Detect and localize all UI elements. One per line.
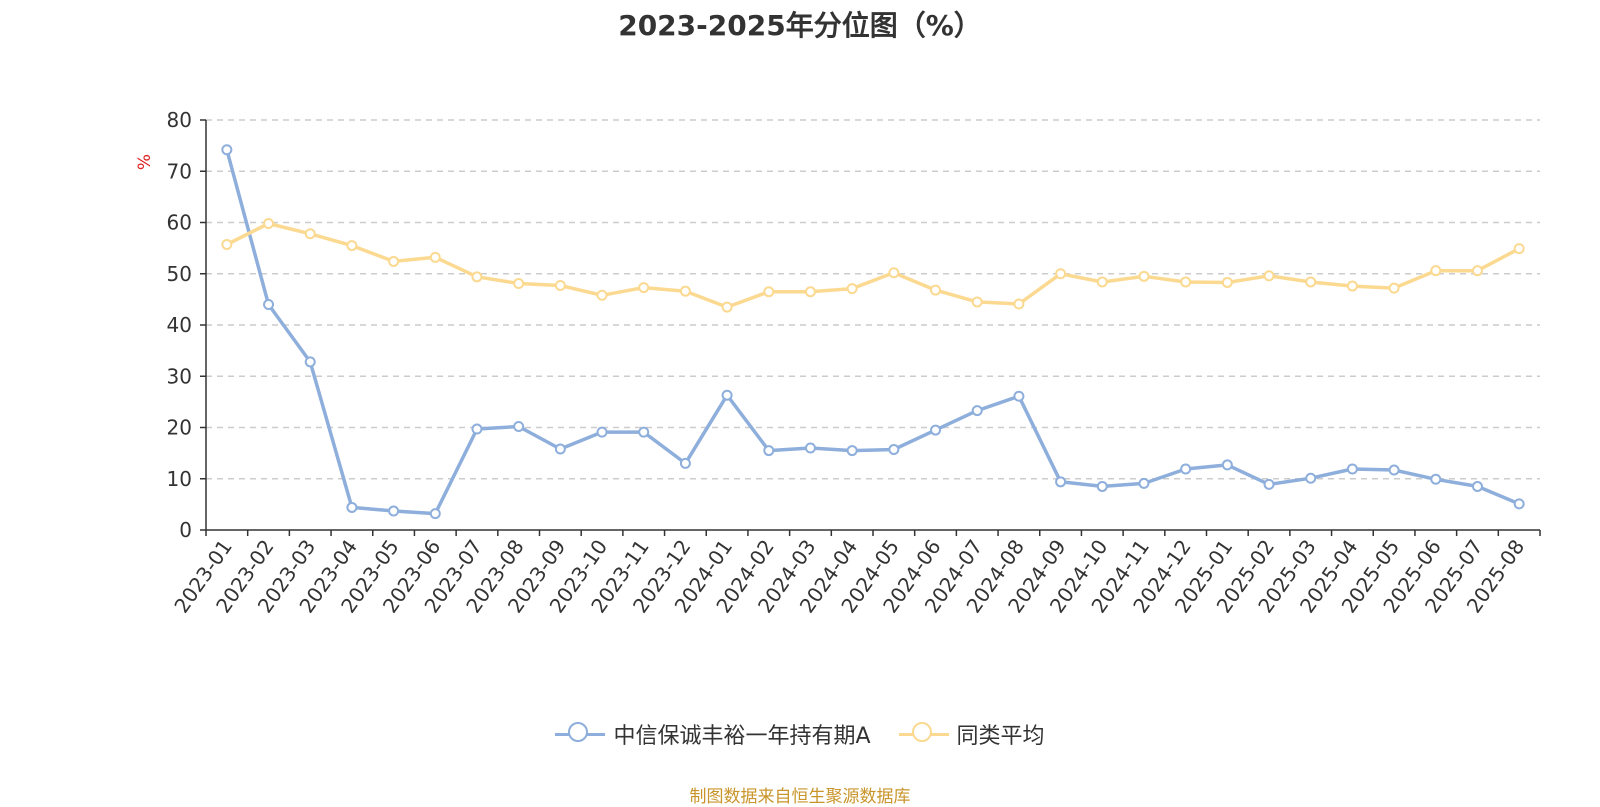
data-point-series-2[interactable]: [1138, 270, 1150, 282]
data-point-series-1[interactable]: [1096, 480, 1108, 492]
y-tick-label: 0: [179, 518, 192, 542]
data-point-series-2[interactable]: [471, 271, 483, 283]
data-point-series-1[interactable]: [304, 356, 316, 368]
data-point-series-2[interactable]: [846, 283, 858, 295]
data-point-series-1[interactable]: [388, 505, 400, 517]
data-point-series-1[interactable]: [1055, 476, 1067, 488]
data-point-series-2[interactable]: [554, 280, 566, 292]
data-point-series-1[interactable]: [679, 457, 691, 469]
series-line-2: [226, 221, 1521, 309]
data-point-series-2[interactable]: [1305, 276, 1317, 288]
data-point-series-2[interactable]: [888, 267, 900, 279]
y-tick-label: 60: [167, 211, 192, 235]
data-point-series-1[interactable]: [221, 144, 233, 156]
data-point-series-1[interactable]: [971, 405, 983, 417]
series-lines: [225, 149, 1521, 516]
data-point-series-1[interactable]: [1513, 498, 1525, 510]
data-point-series-2[interactable]: [1180, 276, 1192, 288]
y-tick-label: 80: [167, 108, 192, 132]
y-axis-label: %: [135, 154, 155, 170]
data-point-series-2[interactable]: [1055, 268, 1067, 280]
data-point-series-1[interactable]: [1471, 480, 1483, 492]
data-point-series-1[interactable]: [263, 299, 275, 310]
data-point-series-2[interactable]: [721, 301, 733, 313]
axes: 010203040506070802023-012023-022023-0320…: [167, 108, 1541, 617]
y-tick-label: 50: [167, 262, 192, 286]
data-point-series-1[interactable]: [1013, 390, 1025, 402]
legend-label-series-2: 同类平均: [956, 724, 1045, 749]
data-point-series-2[interactable]: [930, 284, 942, 296]
legend: 中信保诚丰裕一年持有期A 同类平均: [0, 718, 1600, 750]
data-point-series-2[interactable]: [804, 286, 816, 298]
data-point-series-2[interactable]: [596, 289, 608, 301]
legend-label-series-1: 中信保诚丰裕一年持有期A: [613, 724, 871, 749]
data-point-series-1[interactable]: [721, 389, 733, 401]
data-point-series-2[interactable]: [971, 296, 983, 308]
data-point-series-2[interactable]: [763, 286, 775, 298]
data-point-series-1[interactable]: [1346, 463, 1358, 475]
data-point-series-2[interactable]: [1013, 298, 1025, 310]
data-point-series-2[interactable]: [1346, 280, 1358, 292]
data-point-series-1[interactable]: [471, 423, 483, 435]
y-tick-label: 70: [167, 159, 192, 183]
data-point-series-1[interactable]: [1138, 477, 1150, 489]
data-point-series-2[interactable]: [429, 251, 441, 263]
data-point-series-2[interactable]: [1513, 243, 1525, 255]
series-line-1: [225, 149, 1520, 516]
data-point-series-2[interactable]: [1388, 282, 1400, 294]
data-point-series-1[interactable]: [888, 444, 900, 456]
data-point-series-2[interactable]: [1263, 270, 1275, 282]
data-point-series-2[interactable]: [1221, 276, 1233, 288]
data-point-series-2[interactable]: [304, 228, 316, 240]
data-point-series-2[interactable]: [1430, 265, 1442, 277]
data-point-series-1[interactable]: [846, 445, 858, 457]
data-point-series-2[interactable]: [679, 285, 691, 297]
data-point-series-1[interactable]: [346, 501, 358, 513]
data-point-series-2[interactable]: [638, 282, 650, 294]
data-point-series-2[interactable]: [388, 255, 400, 267]
gridlines: [206, 119, 1540, 480]
series-points: [221, 144, 1525, 520]
data-point-series-1[interactable]: [1388, 464, 1400, 476]
data-point-series-2[interactable]: [263, 218, 275, 230]
data-point-series-1[interactable]: [429, 508, 441, 520]
y-tick-label: 20: [167, 416, 192, 440]
legend-item-series-2[interactable]: 同类平均: [898, 718, 1045, 750]
data-point-series-2[interactable]: [1471, 265, 1483, 277]
y-tick-label: 10: [167, 467, 192, 491]
data-point-series-1[interactable]: [804, 442, 816, 454]
data-point-series-1[interactable]: [513, 420, 525, 432]
chart-title: 2023-2025年分位图（%）: [618, 9, 982, 42]
source-note: 制图数据来自恒生聚源数据库: [689, 787, 911, 807]
data-point-series-1[interactable]: [638, 426, 650, 438]
data-point-series-1[interactable]: [1180, 463, 1192, 475]
legend-swatch-series-1: [555, 721, 606, 747]
data-point-series-1[interactable]: [554, 443, 566, 455]
data-point-series-2[interactable]: [513, 277, 525, 289]
data-point-series-2[interactable]: [346, 240, 358, 252]
data-point-series-1[interactable]: [1263, 478, 1275, 490]
data-point-series-1[interactable]: [1221, 459, 1233, 471]
data-point-series-2[interactable]: [1096, 276, 1108, 288]
data-point-series-1[interactable]: [930, 424, 942, 436]
data-point-series-1[interactable]: [1430, 473, 1442, 485]
data-point-series-1[interactable]: [1305, 472, 1317, 484]
data-point-series-2[interactable]: [221, 239, 233, 251]
y-tick-label: 40: [167, 313, 192, 337]
data-point-series-1[interactable]: [763, 445, 775, 457]
legend-swatch-series-2: [898, 721, 949, 747]
y-tick-label: 30: [167, 364, 192, 388]
data-point-series-1[interactable]: [596, 426, 608, 438]
legend-item-series-1[interactable]: 中信保诚丰裕一年持有期A: [555, 718, 871, 750]
